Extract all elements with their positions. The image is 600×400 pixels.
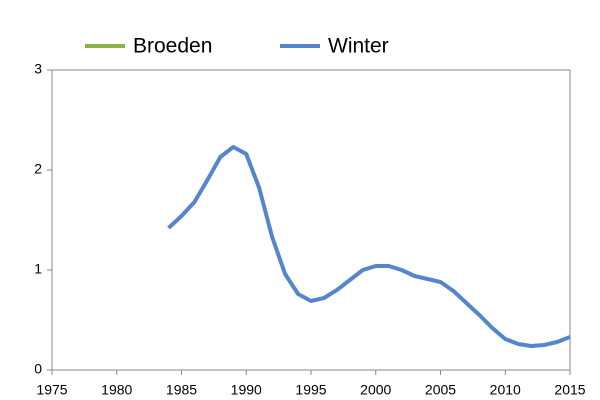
- plot-frame: [51, 69, 571, 371]
- y-tick-label: 0: [34, 361, 42, 377]
- x-tick-label: 2015: [554, 382, 585, 398]
- x-tick-label: 2000: [360, 382, 391, 398]
- x-tick-label: 1990: [231, 382, 262, 398]
- y-tick-label: 2: [34, 161, 42, 177]
- x-tick-label: 1980: [101, 382, 132, 398]
- y-tick-label: 3: [34, 61, 42, 77]
- x-tick-label: 1975: [36, 382, 67, 398]
- x-tick-label: 1995: [295, 382, 326, 398]
- legend-text: Broeden: [133, 35, 212, 58]
- x-tick-label: 2005: [425, 382, 456, 398]
- x-tick-label: 2010: [490, 382, 521, 398]
- x-tick-label: 1985: [166, 382, 197, 398]
- line: [167, 145, 571, 348]
- legend-text: Winter: [328, 35, 389, 58]
- y-tick-label: 1: [34, 261, 42, 277]
